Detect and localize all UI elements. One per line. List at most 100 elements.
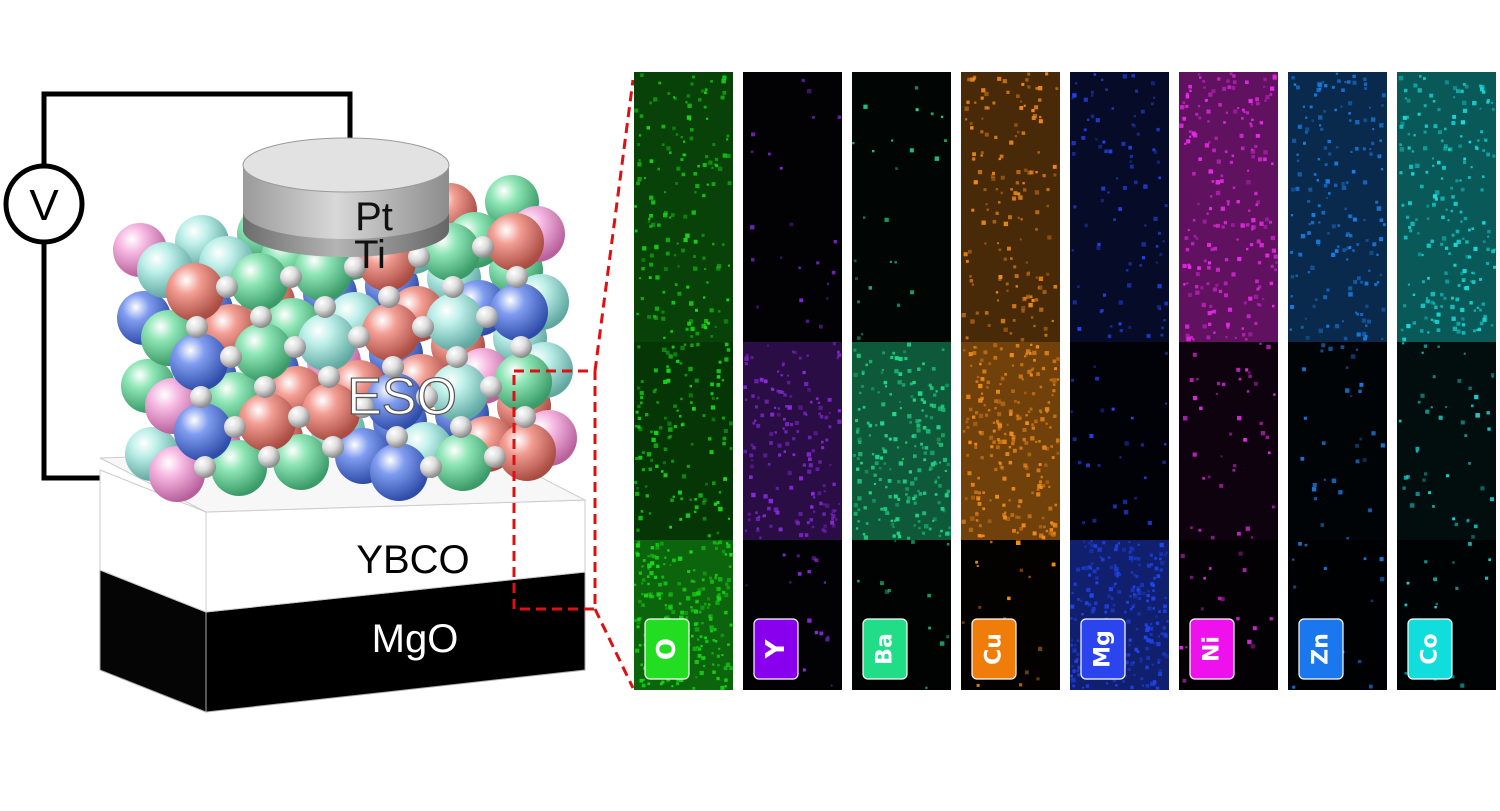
mgo-substrate: MgO <box>99 569 586 713</box>
cation-atom <box>230 253 288 311</box>
zoom-line-top <box>593 79 635 372</box>
oxygen-atom <box>348 326 370 348</box>
eds-signal <box>852 86 951 689</box>
eds-panel-o: O <box>634 72 733 690</box>
cation-atom <box>149 446 205 502</box>
cation-atom <box>166 263 224 321</box>
eds-panel-mg: Mg <box>1070 72 1169 690</box>
element-label: Zn <box>1309 633 1334 665</box>
cation-atom <box>370 443 428 501</box>
element-label: Ni <box>1200 636 1225 662</box>
eds-signal <box>634 72 733 690</box>
oxygen-atom <box>216 276 238 298</box>
oxygen-atom <box>352 396 374 418</box>
cation-atom <box>302 383 360 441</box>
oxygen-atom <box>420 456 442 478</box>
ybco-label: YBCO <box>356 538 469 582</box>
element-label: Cu <box>982 633 1007 665</box>
element-label: Ba <box>873 633 898 665</box>
cation-atom <box>238 393 296 451</box>
voltmeter-label: V <box>29 181 59 230</box>
eds-panel-y: Y <box>743 72 842 690</box>
zoom-line-bottom <box>593 608 635 689</box>
oxygen-atom <box>284 336 306 358</box>
oxygen-atom <box>450 416 472 438</box>
pt-ti-electrode: Pt Ti <box>242 137 450 277</box>
oxygen-atom <box>190 386 212 408</box>
element-tag: Mg <box>1080 618 1126 680</box>
oxygen-atom <box>442 276 464 298</box>
eds-map-strip: O Y Ba Cu Mg Ni Zn Co <box>634 72 1496 690</box>
element-tag: Co <box>1407 618 1453 680</box>
eds-signal <box>1070 72 1169 690</box>
cation-atom <box>434 433 492 491</box>
element-tag: O <box>644 618 690 680</box>
eds-panel-co: Co <box>1397 72 1496 690</box>
oxygen-atom <box>288 406 310 428</box>
oxygen-atom <box>412 316 434 338</box>
oxygen-atom <box>386 426 408 448</box>
circuit-wire <box>41 91 353 481</box>
cation-atom <box>498 423 556 481</box>
eds-panel-background <box>1288 72 1387 690</box>
element-tag: Ba <box>862 618 908 680</box>
oxygen-atom <box>446 346 468 368</box>
mgo-label: MgO <box>372 617 459 661</box>
cation-atom <box>494 353 552 411</box>
oxygen-atom <box>254 376 276 398</box>
pt-label: Pt <box>355 195 393 239</box>
eds-panel-ni: Ni <box>1179 72 1278 690</box>
cation-atom <box>430 363 488 421</box>
oxygen-atom <box>194 456 216 478</box>
oxygen-atom <box>344 256 366 278</box>
eds-signal <box>743 78 842 687</box>
oxygen-atom <box>514 406 536 428</box>
element-tag: Cu <box>971 618 1017 680</box>
cation-atom <box>298 313 356 371</box>
element-label: O <box>652 638 682 660</box>
cation-atom <box>234 323 292 381</box>
voltmeter: V <box>3 163 85 245</box>
oxygen-atom <box>322 436 344 458</box>
eds-panel-background <box>743 72 842 690</box>
oxygen-atom <box>472 236 494 258</box>
cation-atom <box>426 293 484 351</box>
oxygen-atom <box>408 246 430 268</box>
element-label: Y <box>761 638 791 659</box>
cation-atom <box>294 243 352 301</box>
oxygen-atom <box>250 306 272 328</box>
eds-signal <box>1179 72 1278 683</box>
eds-panel-zn: Zn <box>1288 72 1387 690</box>
cation-atom <box>486 213 544 271</box>
oxygen-atom <box>280 266 302 288</box>
cation-atom <box>174 403 232 461</box>
element-tag: Ni <box>1189 618 1235 680</box>
cation-atom <box>366 373 424 431</box>
oxygen-atom <box>378 286 400 308</box>
oxygen-atom <box>480 376 502 398</box>
oxygen-atom <box>506 266 528 288</box>
element-tag: Y <box>753 618 799 680</box>
cation-atom <box>170 333 228 391</box>
oxygen-atom <box>224 416 246 438</box>
oxygen-atom <box>314 296 336 318</box>
eds-panel-ba: Ba <box>852 72 951 690</box>
oxygen-atom <box>186 316 208 338</box>
cation-atom <box>211 440 267 496</box>
cation-atom <box>490 283 548 341</box>
oxygen-atom <box>416 386 438 408</box>
zoom-box <box>512 369 597 611</box>
oxygen-atom <box>258 446 280 468</box>
element-label: Co <box>1418 633 1443 664</box>
cation-atom <box>273 434 329 490</box>
oxygen-atom <box>318 366 340 388</box>
oxygen-atom <box>382 356 404 378</box>
eds-signal <box>1288 72 1387 689</box>
zoom-region <box>512 79 635 689</box>
oxygen-atom <box>510 336 532 358</box>
element-label: Mg <box>1091 630 1116 668</box>
eso-label: ESO <box>347 368 457 426</box>
oxygen-atom <box>476 306 498 328</box>
